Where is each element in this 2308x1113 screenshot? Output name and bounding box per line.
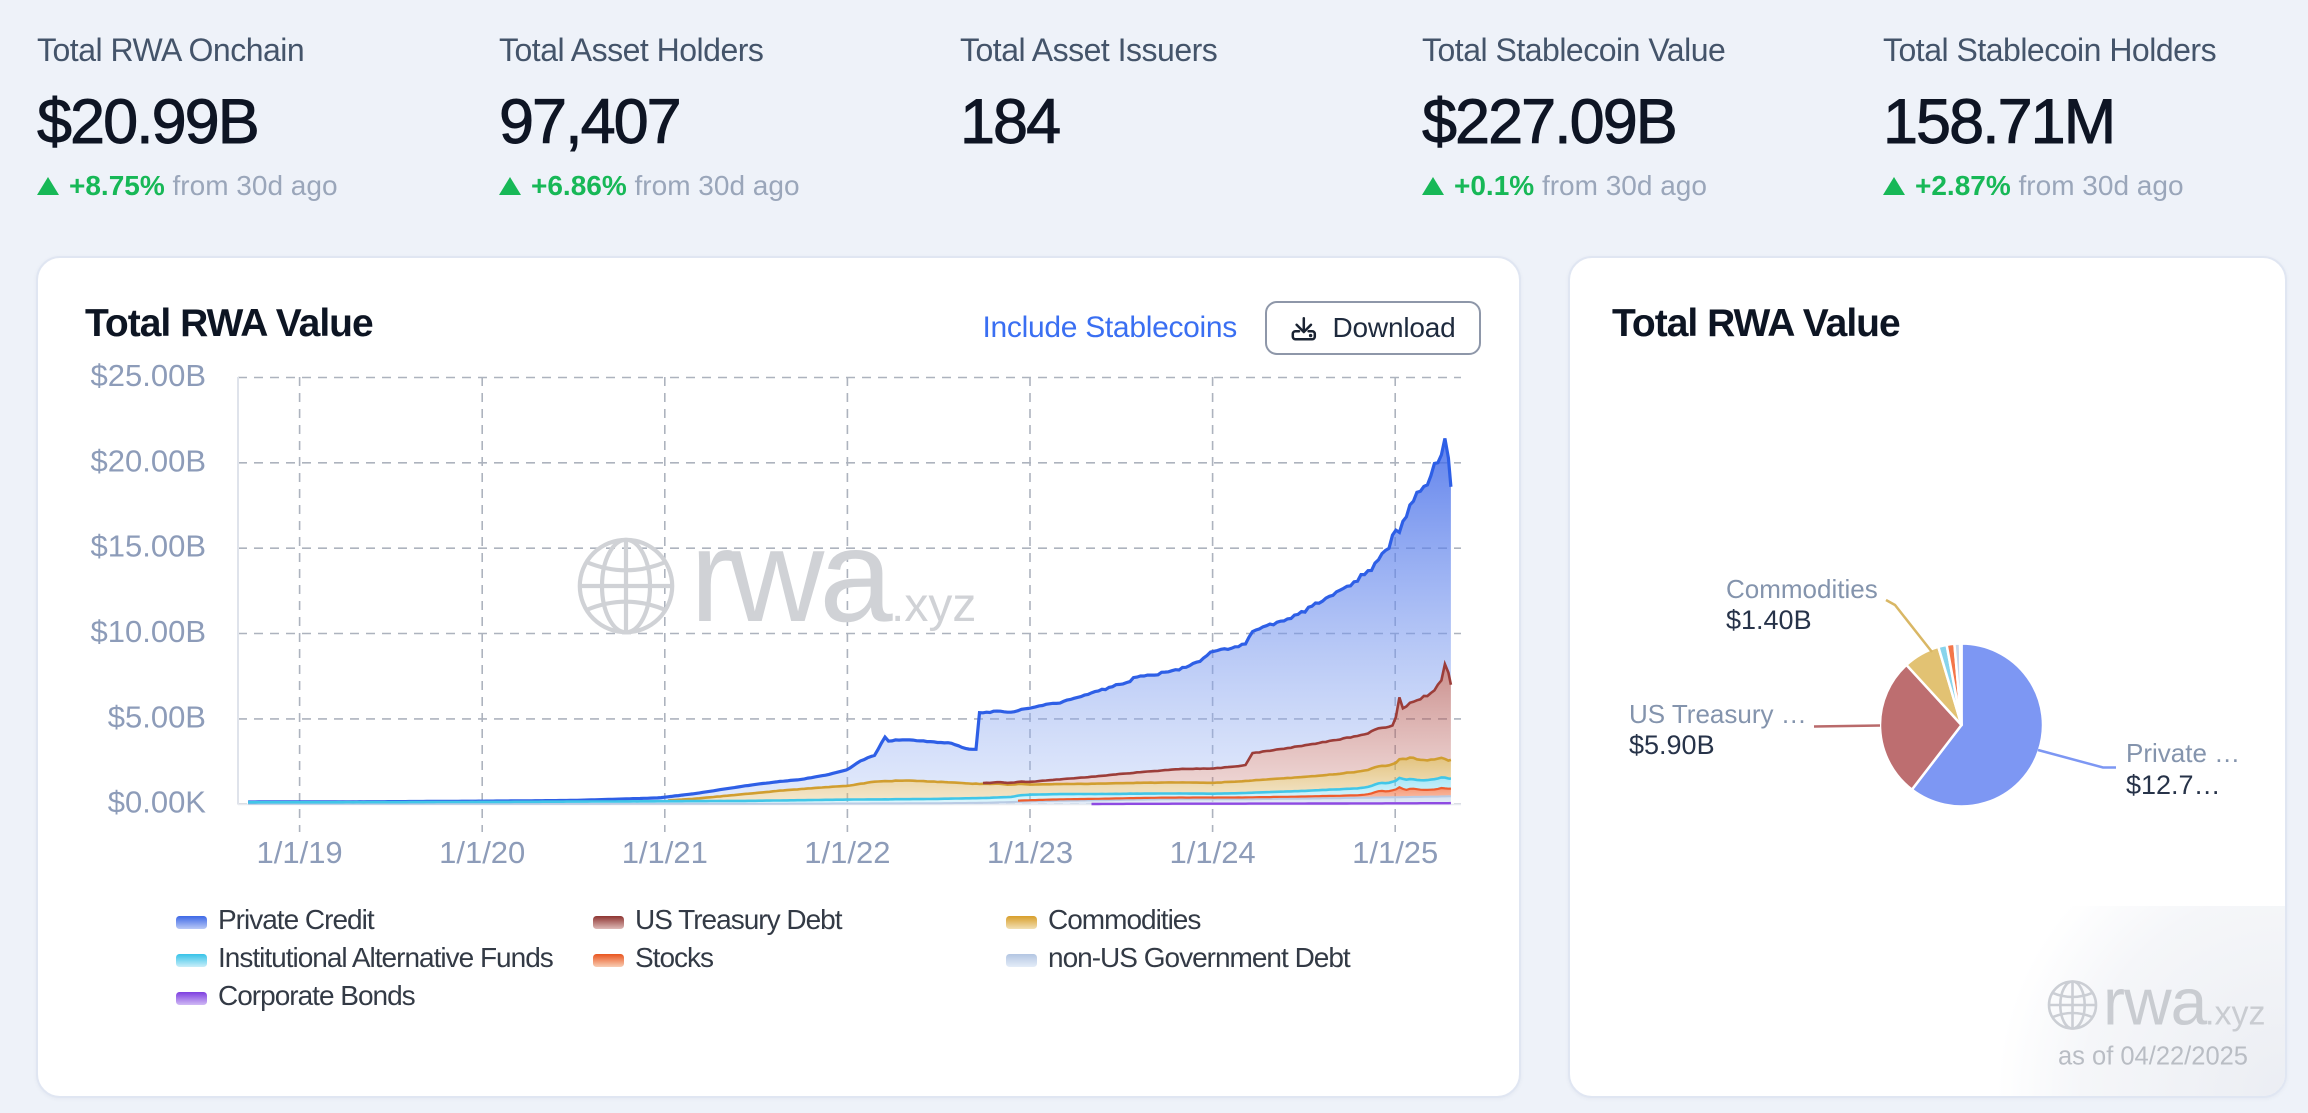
- svg-text:rwa: rwa: [690, 502, 893, 649]
- svg-text:$15.00B: $15.00B: [91, 529, 207, 564]
- svg-text:.xyz: .xyz: [891, 579, 976, 632]
- svg-text:$20.00B: $20.00B: [91, 443, 207, 478]
- svg-text:1/1/23: 1/1/23: [987, 835, 1073, 870]
- svg-text:$10.00B: $10.00B: [91, 614, 207, 649]
- svg-text:1/1/19: 1/1/19: [256, 835, 342, 870]
- svg-text:Private …: Private …: [2126, 738, 2240, 768]
- svg-text:$25.00B: $25.00B: [91, 358, 207, 393]
- svg-text:US Treasury …: US Treasury …: [1629, 699, 1807, 729]
- svg-text:1/1/24: 1/1/24: [1169, 835, 1255, 870]
- svg-text:$5.00B: $5.00B: [108, 699, 206, 734]
- svg-text:Commodities: Commodities: [1726, 574, 1878, 604]
- svg-text:1/1/22: 1/1/22: [804, 835, 890, 870]
- svg-text:$0.00K: $0.00K: [108, 785, 207, 820]
- svg-text:rwa: rwa: [2103, 965, 2208, 1039]
- svg-text:$12.7…: $12.7…: [2126, 770, 2221, 800]
- svg-text:1/1/20: 1/1/20: [439, 835, 525, 870]
- svg-text:1/1/25: 1/1/25: [1352, 835, 1438, 870]
- svg-text:.xyz: .xyz: [2205, 995, 2265, 1033]
- svg-text:$1.40B: $1.40B: [1726, 605, 1812, 635]
- svg-text:$5.90B: $5.90B: [1629, 730, 1715, 760]
- svg-text:1/1/21: 1/1/21: [622, 835, 708, 870]
- svg-text:as of 04/22/2025: as of 04/22/2025: [2058, 1043, 2248, 1071]
